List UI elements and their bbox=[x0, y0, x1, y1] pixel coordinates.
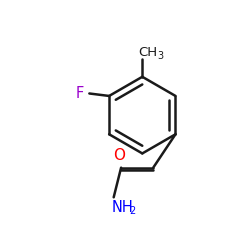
Text: 2: 2 bbox=[129, 206, 135, 216]
Text: 3: 3 bbox=[158, 51, 164, 61]
Text: CH: CH bbox=[138, 46, 157, 59]
Text: NH: NH bbox=[111, 200, 133, 215]
Text: F: F bbox=[76, 86, 84, 101]
Text: O: O bbox=[113, 148, 125, 163]
